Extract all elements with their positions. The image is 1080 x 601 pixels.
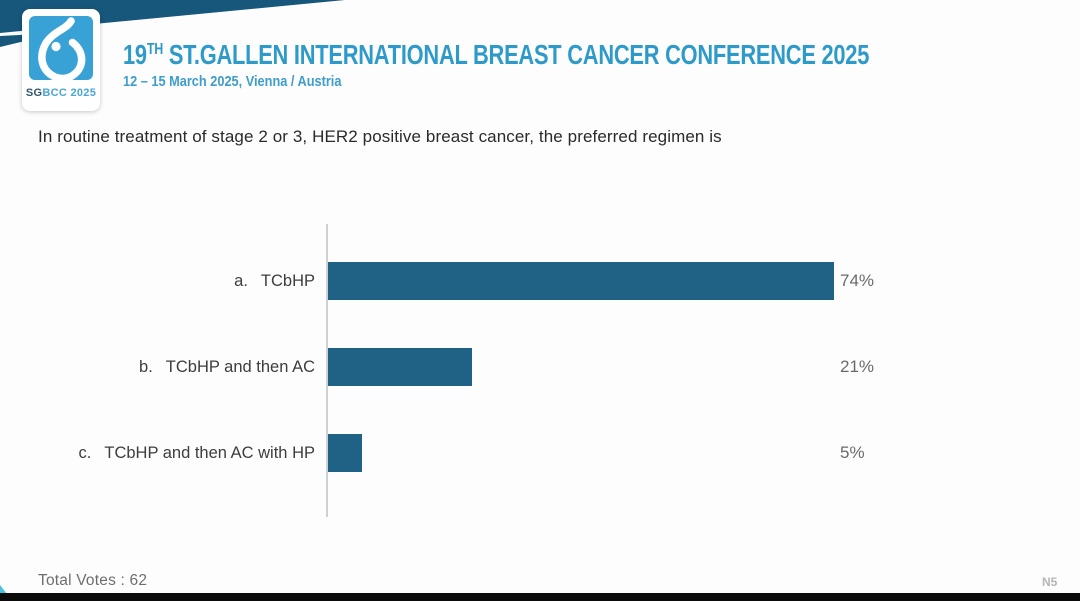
category-text: TCbHP and then AC <box>165 358 315 376</box>
sgbcc-breast-droplet-icon <box>29 16 93 80</box>
sgbcc-logo-label: SGBCC 2025 <box>22 87 100 99</box>
value-label-a: 74% <box>840 271 875 290</box>
bar-a <box>328 262 834 300</box>
chart-axis-line <box>326 224 328 517</box>
category-prefix: a. <box>234 272 248 290</box>
header: 19TH ST.GALLEN INTERNATIONAL BREAST CANC… <box>123 34 1023 90</box>
category-prefix: b. <box>139 358 153 376</box>
sgbcc-logo-card: SGBCC 2025 <box>22 9 100 111</box>
poll-question: In routine treatment of stage 2 or 3, HE… <box>38 127 722 146</box>
logo-label-bcc: BCC 2025 <box>42 87 97 99</box>
title-number: 19 <box>123 39 147 70</box>
value-label-c: 5% <box>840 443 865 462</box>
category-label-a: a. TCbHP <box>0 262 315 300</box>
category-prefix: c. <box>78 444 92 462</box>
logo-label-sg: SG <box>25 87 43 99</box>
bar-row-c: c. TCbHP and then AC with HP 5% <box>0 434 1080 472</box>
value-label-b: 21% <box>840 357 875 376</box>
title-ordinal-superscript: TH <box>146 41 163 58</box>
bar-row-b: b. TCbHP and then AC 21% <box>0 348 1080 386</box>
bottom-letterbox-bar <box>0 593 1080 601</box>
category-text: TCbHP <box>260 272 315 290</box>
corner-accent-speck <box>0 585 7 594</box>
category-text: TCbHP and then AC with HP <box>104 444 315 462</box>
bar-b <box>328 348 472 386</box>
conference-date-location: 12 – 15 March 2025, Vienna / Austria <box>123 74 342 90</box>
category-label-c: c. TCbHP and then AC with HP <box>0 434 315 472</box>
slide-code-label: N5 <box>1042 575 1058 589</box>
bar-c <box>328 434 362 472</box>
title-text: ST.GALLEN INTERNATIONAL BREAST CANCER CO… <box>168 39 870 70</box>
category-label-b: b. TCbHP and then AC <box>0 348 315 386</box>
total-votes-label: Total Votes : 62 <box>38 572 148 589</box>
conference-title: 19TH ST.GALLEN INTERNATIONAL BREAST CANC… <box>123 34 869 71</box>
bar-row-a: a. TCbHP 74% <box>0 262 1080 300</box>
